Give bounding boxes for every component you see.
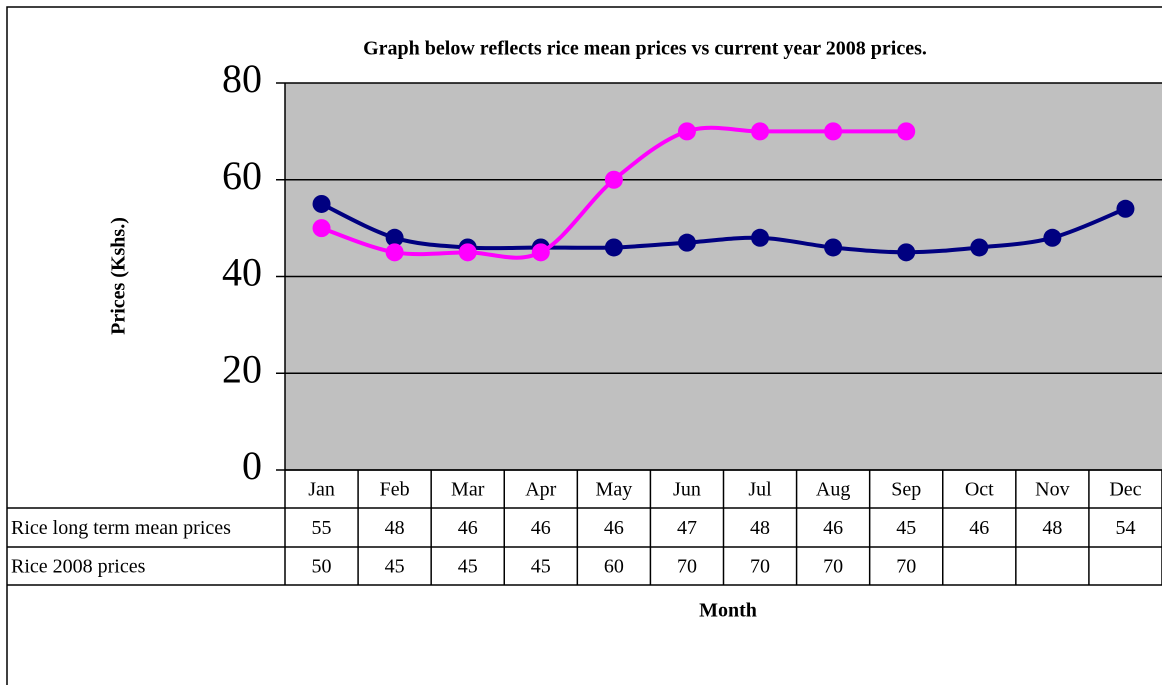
data-point [1116, 199, 1135, 218]
data-point [677, 233, 696, 252]
table-cell: 48 [385, 517, 405, 539]
table-cell: 70 [677, 556, 697, 578]
data-point [897, 122, 916, 141]
table-cell: 46 [604, 517, 624, 539]
table-cell: 70 [896, 556, 916, 578]
x-tick-label: May [596, 479, 633, 501]
table-cell: 46 [458, 517, 478, 539]
table-cell: 60 [604, 556, 624, 578]
table-cell: 45 [458, 556, 478, 578]
data-point [824, 122, 843, 141]
x-tick-label: Apr [525, 479, 556, 501]
y-tick-label: 20 [222, 346, 262, 391]
data-point [312, 194, 331, 213]
table-cell: 50 [312, 556, 332, 578]
data-point [824, 238, 843, 257]
data-point [970, 238, 989, 257]
y-axis-label: Prices (Kshs.) [108, 217, 130, 335]
table-cell: 55 [312, 517, 332, 539]
y-tick-label: 40 [222, 250, 262, 295]
data-point [751, 228, 770, 247]
x-tick-label: Jun [673, 479, 701, 501]
x-tick-label: Jul [748, 479, 772, 501]
table-cell: 47 [677, 517, 697, 539]
data-point [312, 219, 331, 238]
data-point [1043, 228, 1062, 247]
table-cell: 46 [531, 517, 551, 539]
table-cell: 70 [750, 556, 770, 578]
table-cell: 48 [750, 517, 770, 539]
data-point [677, 122, 696, 141]
data-point [604, 170, 623, 189]
x-tick-label: Aug [816, 479, 850, 501]
table-row-label: Rice 2008 prices [11, 556, 146, 578]
table-cell: 46 [823, 517, 843, 539]
x-tick-label: Nov [1035, 479, 1069, 501]
table-cell: 48 [1042, 517, 1062, 539]
x-tick-label: Sep [891, 479, 921, 501]
data-point [751, 122, 770, 141]
table-cell: 46 [969, 517, 989, 539]
x-tick-label: Oct [965, 479, 994, 501]
chart-title: Graph below reflects rice mean prices vs… [363, 38, 927, 60]
data-point [458, 243, 477, 262]
data-point [604, 238, 623, 257]
table-cell: 70 [823, 556, 843, 578]
x-tick-label: Dec [1109, 479, 1141, 501]
data-point [897, 243, 916, 262]
table-row-label: Rice long term mean prices [11, 517, 231, 539]
table-cell: 45 [385, 556, 405, 578]
data-point [531, 243, 550, 262]
y-tick-label: 60 [222, 153, 262, 198]
table-cell: 45 [531, 556, 551, 578]
x-tick-label: Feb [380, 479, 410, 501]
y-tick-label: 0 [242, 443, 262, 488]
x-axis-label: Month [699, 600, 757, 622]
x-tick-label: Jan [308, 479, 335, 501]
table-cell: 54 [1115, 517, 1135, 539]
x-tick-label: Mar [451, 479, 485, 501]
table-cell: 45 [896, 517, 916, 539]
data-point [385, 243, 404, 262]
data-point [385, 228, 404, 247]
y-tick-label: 80 [222, 56, 262, 101]
